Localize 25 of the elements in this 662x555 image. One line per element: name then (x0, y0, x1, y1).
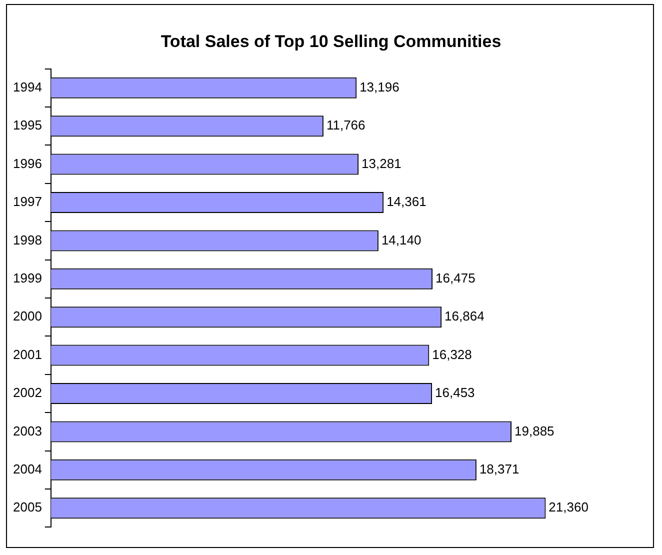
y-tick-label: 2005 (13, 500, 42, 515)
y-tick-label: 1994 (13, 79, 42, 94)
data-label: 13,281 (362, 156, 402, 171)
data-label: 13,196 (360, 79, 400, 94)
data-label: 16,864 (444, 308, 484, 324)
y-tick-label: 2001 (13, 346, 42, 362)
data-label: 16,328 (432, 346, 472, 362)
data-label: 21,360 (548, 500, 588, 515)
y-tick-label: 2004 (13, 461, 42, 476)
y-tick-label: 1997 (13, 194, 42, 210)
y-tick-label: 1995 (13, 118, 42, 133)
data-label: 14,361 (386, 194, 426, 210)
y-tick-label: 1996 (13, 156, 42, 171)
data-label: 19,885 (514, 423, 554, 438)
data-label: 16,475 (436, 270, 476, 286)
y-tick-label: 2002 (13, 385, 42, 400)
y-tick-label: 1999 (13, 270, 42, 286)
chart-title: Total Sales of Top 10 Selling Communities (160, 32, 502, 52)
data-label: 14,140 (381, 232, 422, 248)
data-label: 16,453 (435, 385, 475, 400)
y-tick-label: 2003 (13, 423, 42, 438)
data-label: 18,371 (479, 461, 520, 476)
y-tick-label: 2000 (13, 308, 42, 324)
y-tick-label: 1998 (13, 232, 42, 248)
data-label: 11,766 (326, 118, 366, 133)
